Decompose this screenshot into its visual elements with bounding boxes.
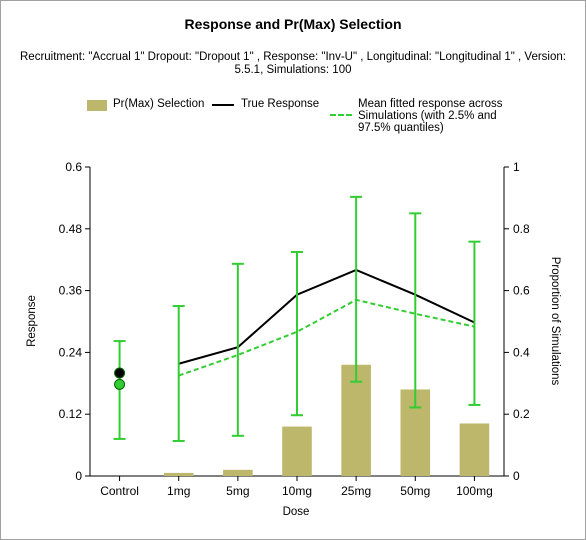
bar-prmax — [341, 364, 371, 476]
legend-label-fitted-3: 97.5% quantiles) — [358, 122, 444, 134]
bar-prmax — [223, 469, 253, 476]
errorbars — [113, 195, 481, 442]
fitted-response-line — [178, 298, 475, 377]
bars — [163, 364, 490, 476]
markers — [114, 367, 126, 390]
legend-label-fitted-2: Simulations (with 2.5% and — [358, 110, 497, 122]
y-tick-label: 0.48 — [59, 222, 83, 236]
chart-subtitle: Recruitment: "Accrual 1" Dropout: "Dropo… — [20, 51, 566, 76]
y2-axis-title: Proportion of Simulations — [549, 257, 561, 386]
y-tick-label: 0.12 — [59, 407, 83, 421]
bar-prmax — [282, 426, 312, 476]
bar-prmax — [163, 472, 194, 476]
y2-tick-label: 1 — [513, 160, 520, 174]
legend-label-prmax: Pr(Max) Selection — [113, 98, 205, 110]
y2-tick-label: 0.4 — [513, 345, 530, 359]
control-true-marker — [114, 367, 126, 379]
legend: Pr(Max) Selection True Response Mean fit… — [0, 96, 586, 136]
y-tick-label: 0.36 — [59, 284, 83, 298]
x-tick-label: 1mg — [167, 484, 190, 498]
x-tick-label: 50mg — [400, 484, 430, 498]
x-tick-label: 25mg — [341, 484, 371, 498]
x-tick-label: 100mg — [456, 484, 493, 498]
legend-swatch-bar — [87, 100, 107, 111]
x-tick-label: 10mg — [282, 484, 312, 498]
y-axis-title: Response — [26, 295, 38, 347]
y2-tick-label: 0.2 — [513, 407, 530, 421]
x-tick-label: 5mg — [226, 484, 249, 498]
legend-label-true-response: True Response — [241, 98, 320, 110]
y-tick-label: 0.24 — [59, 345, 83, 359]
legend-label-fitted-1: Mean fitted response across — [358, 98, 503, 110]
y2-tick-label: 0.8 — [513, 222, 530, 236]
x-axis-title: Dose — [283, 506, 310, 518]
y2-tick-label: 0 — [513, 469, 520, 483]
lines — [178, 268, 475, 377]
y2-tick-label: 0.6 — [513, 284, 530, 298]
x-tick-label: Control — [100, 484, 139, 498]
legend-swatch-fitted-line — [330, 114, 352, 116]
legend-swatch-true-line — [212, 104, 234, 106]
y-tick-label: 0 — [75, 469, 82, 483]
chart-title: Response and Pr(Max) Selection — [184, 16, 402, 32]
axes: 0 0.12 0.24 0.36 0.48 0.6 0 0.2 0.4 0.6 0.8 1 Contro… — [59, 160, 530, 498]
control-fitted-marker — [114, 378, 126, 390]
y-tick-label: 0.6 — [65, 160, 82, 174]
bar-prmax — [459, 423, 490, 476]
true-response-line — [178, 268, 475, 365]
